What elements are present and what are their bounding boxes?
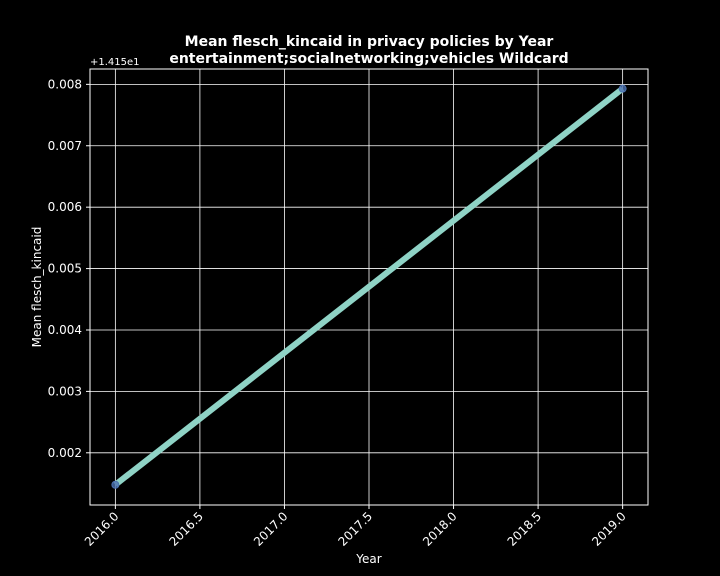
y-tick-label: 0.008: [48, 77, 82, 91]
series-polyline: [113, 86, 625, 488]
data-point: [111, 480, 120, 489]
y-tick-label: 0.006: [48, 200, 82, 214]
chart-title-line-1: Mean flesch_kincaid in privacy policies …: [185, 34, 554, 50]
y-tick-label: 0.007: [48, 139, 82, 153]
y-tick-label: 0.004: [48, 323, 82, 337]
y-tick-label: 0.005: [48, 262, 82, 276]
series-line: [111, 84, 627, 489]
chart-title-line-2: entertainment;socialnetworking;vehicles …: [169, 51, 568, 67]
y-axis-label: Mean flesch_kincaid: [30, 227, 44, 348]
x-axis-label: Year: [355, 552, 381, 566]
y-axis-offset-label: +1.415e1: [90, 57, 140, 68]
grid: [90, 69, 648, 505]
data-point: [618, 84, 627, 93]
y-tick-label: 0.002: [48, 446, 82, 460]
y-tick-label: 0.003: [48, 384, 82, 398]
